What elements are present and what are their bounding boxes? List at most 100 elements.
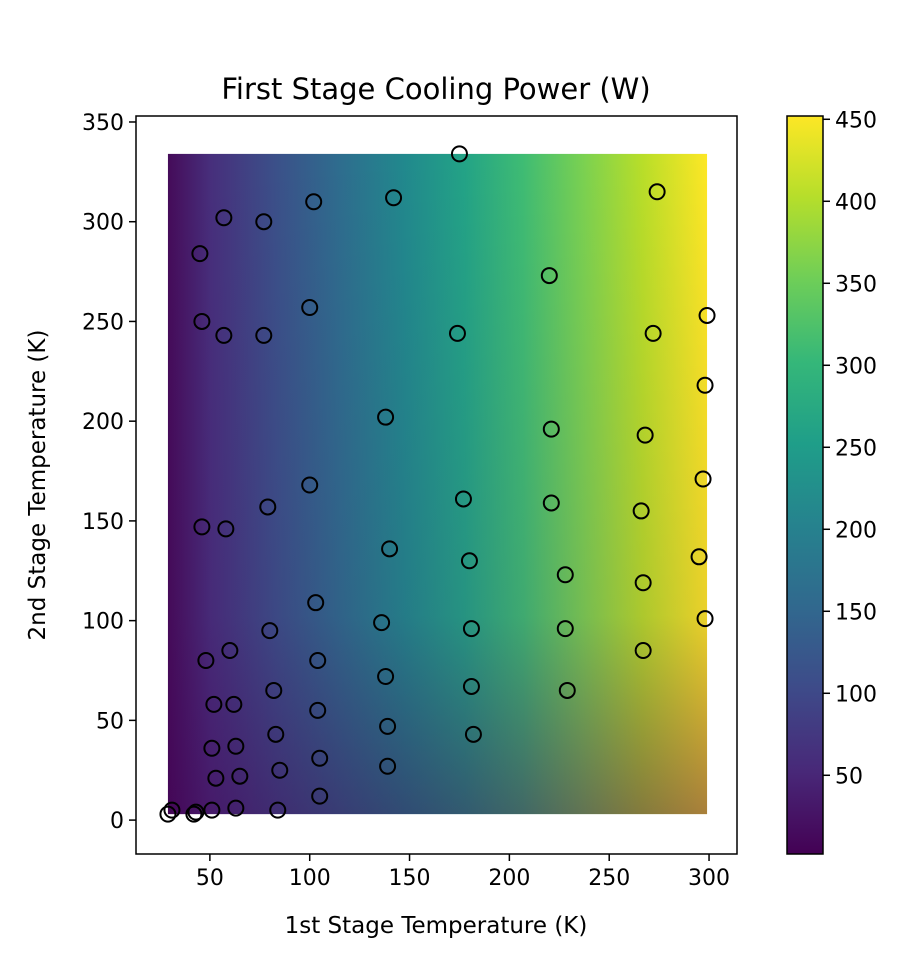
scatter-point: [203, 739, 221, 757]
scatter-point: [309, 701, 327, 719]
scatter-point: [205, 695, 223, 713]
scatter-point: [454, 490, 472, 508]
scatter-point: [217, 520, 235, 538]
scatter-point: [215, 326, 233, 344]
colorbar-gradient: [786, 115, 824, 855]
scatter-point: [207, 769, 225, 787]
colorbar-tick-label: 250: [835, 436, 877, 461]
colorbar-tick-label: 50: [835, 764, 863, 789]
scatter-point: [644, 324, 662, 342]
scatter-point: [227, 799, 245, 817]
scatter-point: [301, 298, 319, 316]
scatter-point: [462, 677, 480, 695]
y-tick-label: 250: [82, 310, 124, 335]
scatter-point: [558, 681, 576, 699]
scatter-point: [261, 622, 279, 640]
scatter-point: [197, 652, 215, 670]
colorbar-tick-label: 200: [835, 518, 877, 543]
y-axis-label: 2nd Stage Temperature (K): [25, 330, 51, 641]
scatter-point: [231, 767, 249, 785]
scatter-point: [301, 476, 319, 494]
colorbar-tick-label: 350: [835, 272, 877, 297]
y-tick-label: 300: [82, 211, 124, 236]
colorbar-tick-label: 150: [835, 600, 877, 625]
y-axis-ticks: 0 50 100 150 200 250 300 350: [82, 111, 136, 834]
x-axis-label: 1st Stage Temperature (K): [285, 913, 588, 939]
x-tick-label: 150: [389, 866, 431, 891]
scatter-points: [159, 145, 716, 823]
contour-field: [167, 153, 708, 815]
y-tick-label: 350: [82, 111, 124, 136]
scatter-point: [460, 552, 478, 570]
scatter-point: [305, 193, 323, 211]
contour-shade: [167, 153, 708, 815]
x-tick-label: 100: [289, 866, 331, 891]
scatter-point: [307, 594, 325, 612]
colorbar-tick-label: 400: [835, 190, 877, 215]
y-tick-label: 50: [96, 709, 124, 734]
scatter-point: [191, 245, 209, 263]
scatter-point: [163, 801, 181, 819]
x-axis-ticks: 50 100 150 200 250 300: [196, 854, 730, 891]
scatter-point: [259, 498, 277, 516]
scatter-point: [215, 209, 233, 227]
scatter-point: [540, 267, 558, 285]
colorbar-tick-label: 450: [835, 108, 877, 133]
scatter-point: [648, 183, 666, 201]
scatter-point: [694, 470, 712, 488]
scatter-point: [255, 213, 273, 231]
colorbar: 50 100 150 200 250 300 350 400 450: [786, 108, 877, 855]
scatter-point: [225, 695, 243, 713]
scatter-point: [377, 408, 395, 426]
scatter-point: [193, 312, 211, 330]
scatter-point: [450, 145, 468, 163]
scatter-point: [373, 614, 391, 632]
scatter-point: [379, 717, 397, 735]
scatter-point: [634, 574, 652, 592]
scatter-point: [690, 548, 708, 566]
scatter-point: [464, 725, 482, 743]
colorbar-tick-label: 100: [835, 682, 877, 707]
scatter-point: [203, 801, 221, 819]
scatter-point: [265, 681, 283, 699]
scatter-point: [187, 803, 205, 821]
scatter-point: [636, 426, 654, 444]
scatter-point: [448, 324, 466, 342]
scatter-point: [379, 757, 397, 775]
x-tick-label: 300: [688, 866, 730, 891]
scatter-point: [311, 787, 329, 805]
scatter-point: [269, 801, 287, 819]
y-tick-label: 100: [82, 610, 124, 635]
scatter-point: [542, 494, 560, 512]
scatter-point: [698, 306, 716, 324]
scatter-point: [221, 642, 239, 660]
scatter-point: [255, 326, 273, 344]
scatter-point: [227, 737, 245, 755]
colorbar-tick-label: 300: [835, 354, 877, 379]
x-tick-label: 250: [588, 866, 630, 891]
scatter-point: [193, 518, 211, 536]
plot-frame: [135, 115, 738, 855]
scatter-point: [556, 620, 574, 638]
scatter-point: [381, 540, 399, 558]
scatter-point: [309, 652, 327, 670]
x-tick-label: 50: [196, 866, 224, 891]
scatter-point: [696, 610, 714, 628]
scatter-point: [542, 420, 560, 438]
x-tick-label: 200: [488, 866, 530, 891]
scatter-point: [462, 620, 480, 638]
scatter-point: [385, 189, 403, 207]
scatter-point: [271, 761, 289, 779]
y-tick-label: 0: [110, 809, 124, 834]
scatter-point: [311, 749, 329, 767]
y-tick-label: 150: [82, 510, 124, 535]
scatter-point: [634, 642, 652, 660]
scatter-point: [377, 667, 395, 685]
chart-title: First Stage Cooling Power (W): [221, 72, 650, 106]
scatter-point: [267, 725, 285, 743]
y-tick-label: 200: [82, 410, 124, 435]
scatter-point: [632, 502, 650, 520]
scatter-point: [696, 376, 714, 394]
scatter-point: [556, 566, 574, 584]
